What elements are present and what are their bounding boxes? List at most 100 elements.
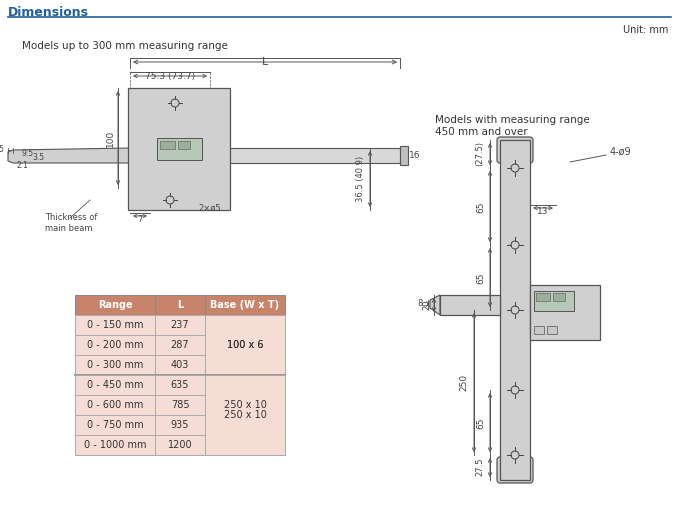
Bar bbox=[530, 285, 600, 340]
Bar bbox=[75, 355, 155, 375]
Text: 935: 935 bbox=[170, 420, 189, 430]
Ellipse shape bbox=[194, 180, 196, 183]
Bar bbox=[160, 141, 175, 149]
Text: Range: Range bbox=[98, 300, 132, 310]
Bar bbox=[205, 355, 285, 375]
Bar bbox=[205, 375, 285, 395]
Bar bbox=[155, 415, 205, 435]
Text: 75.3 (73.7): 75.3 (73.7) bbox=[145, 71, 195, 81]
Text: 0 - 1000 mm: 0 - 1000 mm bbox=[84, 440, 146, 450]
Text: 0 - 450 mm: 0 - 450 mm bbox=[87, 380, 143, 390]
Bar bbox=[534, 291, 574, 311]
Text: 36.5 (40.9): 36.5 (40.9) bbox=[356, 156, 365, 202]
Text: 0 - 300 mm: 0 - 300 mm bbox=[87, 360, 143, 370]
Text: 7: 7 bbox=[137, 215, 143, 223]
Bar bbox=[400, 146, 408, 165]
FancyBboxPatch shape bbox=[497, 457, 533, 483]
Text: Unit: mm: Unit: mm bbox=[623, 25, 668, 35]
Bar bbox=[155, 295, 205, 315]
Text: L: L bbox=[177, 300, 183, 310]
Text: 27.5: 27.5 bbox=[475, 458, 485, 476]
Text: Thickness of
main beam: Thickness of main beam bbox=[45, 214, 97, 233]
Bar bbox=[205, 335, 285, 355]
Text: Models up to 300 mm measuring range: Models up to 300 mm measuring range bbox=[22, 41, 228, 51]
Text: 100: 100 bbox=[105, 129, 115, 147]
Text: 250: 250 bbox=[460, 373, 469, 390]
Ellipse shape bbox=[182, 187, 185, 189]
Bar bbox=[75, 295, 155, 315]
Text: 4-ø9: 4-ø9 bbox=[610, 147, 631, 157]
Bar bbox=[205, 315, 285, 375]
Bar bbox=[75, 395, 155, 415]
Bar bbox=[547, 326, 557, 334]
Bar bbox=[75, 335, 155, 355]
Bar bbox=[75, 415, 155, 435]
Bar bbox=[155, 395, 205, 415]
Bar bbox=[155, 335, 205, 355]
Text: 65: 65 bbox=[477, 272, 485, 284]
Text: 8: 8 bbox=[418, 299, 423, 309]
Text: 250 x 10: 250 x 10 bbox=[223, 410, 266, 420]
Text: 0 - 750 mm: 0 - 750 mm bbox=[87, 420, 143, 430]
Bar bbox=[130, 148, 400, 163]
Text: 16: 16 bbox=[409, 150, 421, 160]
Polygon shape bbox=[430, 295, 440, 315]
Bar bbox=[440, 295, 500, 315]
Text: 635: 635 bbox=[170, 380, 189, 390]
Bar bbox=[157, 138, 202, 160]
Ellipse shape bbox=[187, 182, 189, 185]
Ellipse shape bbox=[205, 187, 208, 189]
Text: Base (W x T): Base (W x T) bbox=[210, 300, 280, 310]
Ellipse shape bbox=[194, 207, 196, 210]
Text: 785: 785 bbox=[170, 400, 189, 410]
Text: 287: 287 bbox=[170, 340, 189, 350]
Bar bbox=[205, 415, 285, 435]
Ellipse shape bbox=[207, 194, 210, 196]
Text: 237: 237 bbox=[170, 320, 189, 330]
Polygon shape bbox=[8, 148, 130, 163]
Text: 1200: 1200 bbox=[168, 440, 192, 450]
Bar bbox=[75, 435, 155, 455]
Text: 65: 65 bbox=[477, 201, 485, 213]
Bar bbox=[155, 315, 205, 335]
Ellipse shape bbox=[200, 205, 203, 208]
Text: 3.5: 3.5 bbox=[32, 154, 44, 162]
Text: (27.5): (27.5) bbox=[475, 142, 485, 166]
Bar bbox=[205, 315, 285, 335]
Text: 0 - 600 mm: 0 - 600 mm bbox=[87, 400, 143, 410]
Ellipse shape bbox=[182, 201, 185, 203]
Bar bbox=[205, 295, 285, 315]
Text: 0 - 200 mm: 0 - 200 mm bbox=[87, 340, 143, 350]
Ellipse shape bbox=[205, 201, 208, 203]
Text: 5: 5 bbox=[0, 145, 3, 155]
Text: 100 x 6: 100 x 6 bbox=[227, 340, 263, 350]
Bar bbox=[536, 293, 550, 301]
Text: 13: 13 bbox=[537, 207, 549, 217]
Text: Models with measuring range
450 mm and over: Models with measuring range 450 mm and o… bbox=[435, 115, 590, 137]
Text: 100 x 6: 100 x 6 bbox=[227, 340, 263, 350]
Bar bbox=[155, 435, 205, 455]
Text: 250 x 10: 250 x 10 bbox=[223, 400, 266, 410]
Bar bbox=[500, 140, 530, 480]
Text: L: L bbox=[262, 57, 268, 67]
Text: 403: 403 bbox=[171, 360, 189, 370]
Text: 2×ø5: 2×ø5 bbox=[198, 204, 221, 212]
Bar bbox=[553, 293, 565, 301]
Ellipse shape bbox=[187, 205, 189, 208]
Bar bbox=[205, 435, 285, 455]
Bar bbox=[128, 88, 230, 210]
Text: 2.1: 2.1 bbox=[16, 160, 28, 170]
Text: 65: 65 bbox=[477, 417, 485, 429]
Text: Dimensions: Dimensions bbox=[8, 6, 89, 19]
Bar bbox=[534, 326, 544, 334]
Bar bbox=[205, 375, 285, 455]
Ellipse shape bbox=[200, 182, 203, 185]
Bar bbox=[75, 375, 155, 395]
Text: 0 - 150 mm: 0 - 150 mm bbox=[87, 320, 143, 330]
Bar bbox=[75, 315, 155, 335]
Bar bbox=[155, 355, 205, 375]
Text: 9.5: 9.5 bbox=[22, 148, 34, 158]
Ellipse shape bbox=[180, 194, 183, 196]
Bar bbox=[205, 395, 285, 415]
Bar bbox=[155, 375, 205, 395]
